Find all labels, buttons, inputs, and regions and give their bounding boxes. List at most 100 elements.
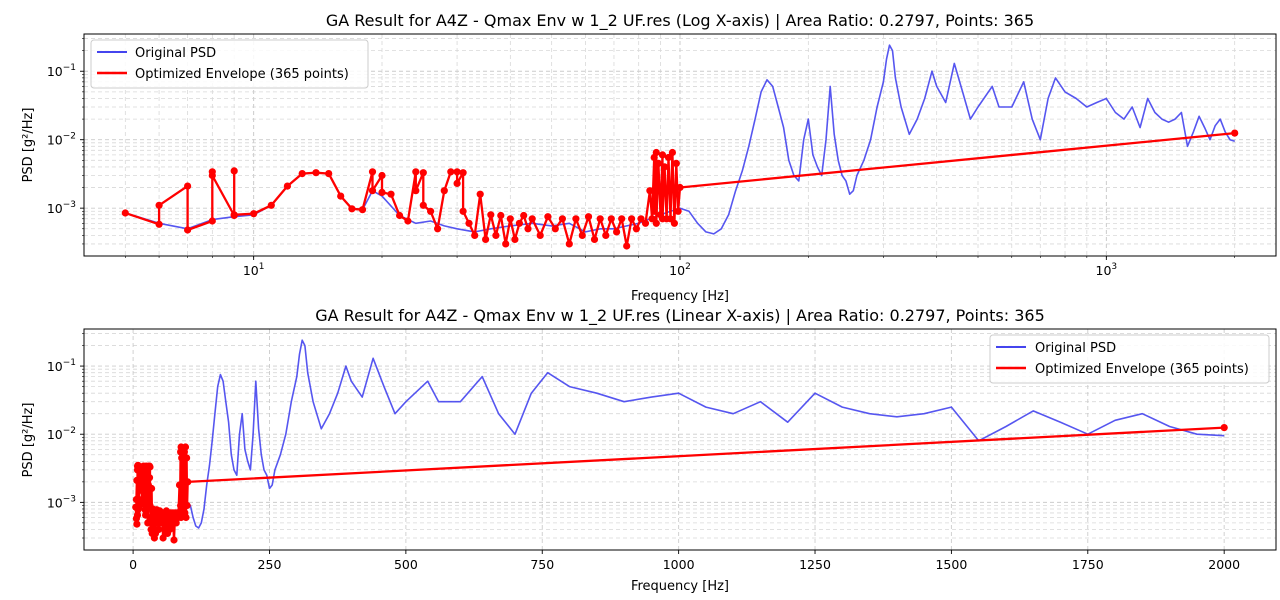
envelope-point — [584, 213, 593, 221]
envelope-point — [465, 219, 473, 227]
envelope-point — [387, 190, 395, 198]
envelope-point — [637, 215, 645, 223]
envelope-point — [674, 207, 682, 215]
series-layer — [121, 44, 1239, 250]
y-tick-label: 10−3 — [47, 494, 76, 510]
grid — [84, 329, 1276, 550]
envelope-point — [144, 519, 152, 527]
envelope-point — [506, 215, 514, 223]
chart-title: GA Result for A4Z - Qmax Env w 1_2 UF.re… — [315, 306, 1045, 326]
envelope-point — [596, 215, 604, 223]
envelope-point — [148, 484, 156, 493]
envelope-point — [487, 211, 495, 219]
legend-box — [90, 39, 369, 89]
envelope-point — [652, 219, 660, 227]
envelope-point — [325, 170, 333, 178]
envelope-point — [471, 231, 479, 239]
envelope-point — [459, 169, 467, 177]
x-tick-label: 102 — [669, 262, 691, 278]
legend: Original PSD Optimized Envelope (365 poi… — [90, 39, 369, 89]
envelope-point — [434, 225, 442, 233]
axes: 10−3 10−2 10−1 0 250 500 750 1000 1250 1500 1750 20… — [47, 333, 1240, 572]
x-tick-label: 0 — [129, 557, 137, 572]
envelope-point — [476, 190, 484, 198]
envelope-point — [337, 192, 345, 200]
envelope-point — [175, 481, 184, 489]
envelope-point — [368, 187, 377, 195]
legend-label-optimized-envelope: Optimized Envelope (365 points) — [1035, 362, 1249, 377]
envelope-point — [676, 183, 684, 192]
envelope-point — [661, 163, 669, 171]
envelope-point — [412, 168, 420, 176]
envelope-point — [172, 519, 180, 527]
envelope-point — [133, 520, 141, 528]
y-axis-label: PSD [g²/Hz] — [21, 108, 36, 183]
x-tick-label: 250 — [258, 557, 282, 572]
envelope-point — [447, 168, 455, 176]
envelope-point — [453, 179, 461, 187]
envelope-point — [551, 225, 559, 233]
legend-box — [989, 334, 1270, 384]
envelope-point — [155, 201, 163, 209]
envelope-point — [378, 171, 386, 180]
x-axis-label: Frequency [Hz] — [631, 289, 729, 304]
envelope-point — [558, 215, 567, 223]
envelope-point — [419, 201, 427, 209]
envelope-point — [628, 215, 636, 223]
envelope-point — [412, 187, 420, 195]
envelope-point — [632, 225, 641, 233]
envelope-point — [404, 217, 412, 225]
envelope-point — [520, 211, 528, 220]
chart-title: GA Result for A4Z - Qmax Env w 1_2 UF.re… — [326, 11, 1034, 31]
envelope-point — [358, 206, 367, 214]
legend-label-original-psd: Original PSD — [1035, 341, 1116, 356]
plot-frame — [83, 328, 1277, 551]
envelope-point — [453, 168, 461, 176]
x-tick-label: 101 — [243, 262, 265, 278]
x-tick-label: 1500 — [935, 557, 967, 572]
envelope-point — [230, 167, 238, 175]
envelope-point — [528, 215, 536, 223]
envelope-point — [368, 168, 377, 176]
x-tick-label: 500 — [394, 557, 418, 572]
envelope-point — [1231, 129, 1239, 137]
x-tick-label: 2000 — [1208, 557, 1240, 572]
envelope-point — [427, 207, 435, 215]
envelope-point — [590, 235, 599, 243]
legend: Original PSD Optimized Envelope (365 poi… — [989, 334, 1270, 384]
envelope-point — [250, 210, 258, 218]
envelope-point — [230, 211, 238, 219]
legend-label-original-psd: Original PSD — [135, 46, 216, 61]
envelope-point — [578, 231, 586, 239]
chart-log-x: GA Result for A4Z - Qmax Env w 1_2 UF.re… — [21, 11, 1277, 304]
series-line-original-psd — [125, 44, 1235, 235]
y-tick-label: 10−3 — [47, 200, 76, 216]
y-tick-label: 10−1 — [47, 63, 76, 79]
envelope-point — [155, 525, 163, 534]
y-tick-label: 10−2 — [47, 426, 76, 442]
envelope-point — [646, 187, 654, 195]
envelope-point — [544, 213, 552, 221]
envelope-point — [672, 159, 680, 167]
legend-label-optimized-envelope: Optimized Envelope (365 points) — [135, 67, 349, 82]
envelope-point — [182, 513, 190, 522]
envelope-point — [159, 534, 167, 542]
envelope-point — [184, 226, 192, 234]
envelope-point — [502, 240, 510, 248]
x-tick-label: 1250 — [799, 557, 831, 572]
envelope-point — [184, 182, 192, 190]
envelope-point — [157, 519, 165, 527]
envelope-point — [670, 219, 679, 227]
envelope-point — [641, 219, 650, 227]
chart-linear-x: GA Result for A4Z - Qmax Env w 1_2 UF.re… — [21, 306, 1277, 594]
envelope-point — [147, 513, 155, 522]
envelope-point — [515, 219, 524, 227]
envelope-point — [267, 201, 275, 209]
envelope-point — [170, 536, 178, 544]
envelope-point — [181, 443, 190, 451]
envelope-point — [1220, 424, 1228, 432]
envelope-point — [312, 169, 320, 177]
envelope-point — [378, 188, 386, 196]
envelope-point — [155, 220, 163, 228]
